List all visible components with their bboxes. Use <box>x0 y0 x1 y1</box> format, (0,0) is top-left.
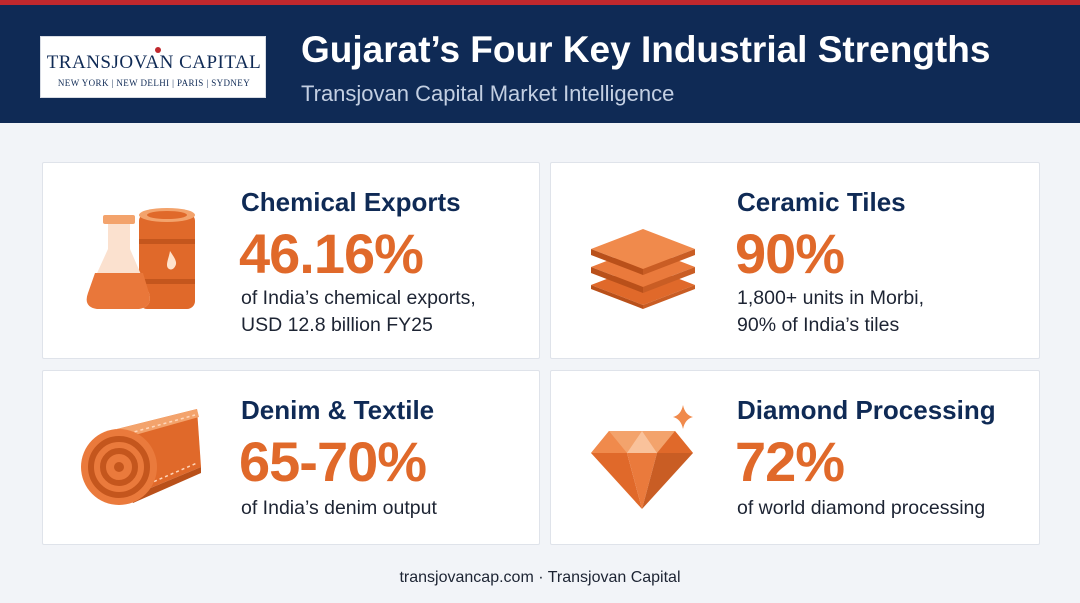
tile-stack-icon <box>591 229 695 309</box>
card-description: of India’s chemical exports, USD 12.8 bi… <box>241 285 476 339</box>
card-description-line: of India’s denim output <box>241 497 437 519</box>
card-title: Diamond Processing <box>737 395 996 425</box>
diamond-icon <box>591 405 693 509</box>
card-ceramic-tiles: Ceramic Tiles 90% 1,800+ units in Morbi,… <box>550 162 1040 359</box>
card-title: Chemical Exports <box>241 187 461 217</box>
card-description-line: of world diamond processing <box>737 497 986 519</box>
card-value: 65-70% <box>239 430 427 493</box>
card-value: 72% <box>735 430 845 493</box>
card-description-line: 1,800+ units in Morbi, <box>737 287 924 309</box>
card-value: 46.16% <box>239 222 424 285</box>
card-title: Denim & Textile <box>241 395 435 425</box>
card-description-line: of India’s chemical exports, <box>241 287 476 309</box>
card-denim-textile: Denim & Textile 65-70% of India’s denim … <box>42 370 540 545</box>
fabric-roll-icon <box>81 409 201 505</box>
logo-name: TRANSJOVAN CAPITAL <box>46 52 262 73</box>
card-diamond-processing: Diamond Processing 72% of world diamond … <box>550 370 1040 545</box>
logo-dot <box>155 47 161 53</box>
card-description: of world diamond processing <box>737 495 985 522</box>
header-banner: TRANSJOVAN CAPITAL NEW YORK | NEW DELHI … <box>0 5 1080 123</box>
card-description: 1,800+ units in Morbi, 90% of India’s ti… <box>737 285 924 339</box>
page-title: Gujarat’s Four Key Industrial Strengths <box>301 29 991 70</box>
card-title: Ceramic Tiles <box>737 187 906 217</box>
card-value: 90% <box>735 222 845 285</box>
logo: TRANSJOVAN CAPITAL NEW YORK | NEW DELHI … <box>40 36 266 98</box>
card-description-line: USD 12.8 billion FY25 <box>241 314 433 336</box>
page-subtitle: Transjovan Capital Market Intelligence <box>301 81 675 106</box>
card-description-line: 90% of India’s tiles <box>737 314 900 336</box>
top-accent-line <box>0 0 1080 5</box>
card-description: of India’s denim output <box>241 495 437 522</box>
card-chemical-exports: Chemical Exports 46.16% of India’s chemi… <box>42 162 540 359</box>
flask-and-barrel-icon <box>86 208 195 309</box>
footer-text: transjovancap.com · Transjovan Capital <box>399 569 681 586</box>
logo-cities: NEW YORK | NEW DELHI | PARIS | SYDNEY <box>57 78 251 88</box>
